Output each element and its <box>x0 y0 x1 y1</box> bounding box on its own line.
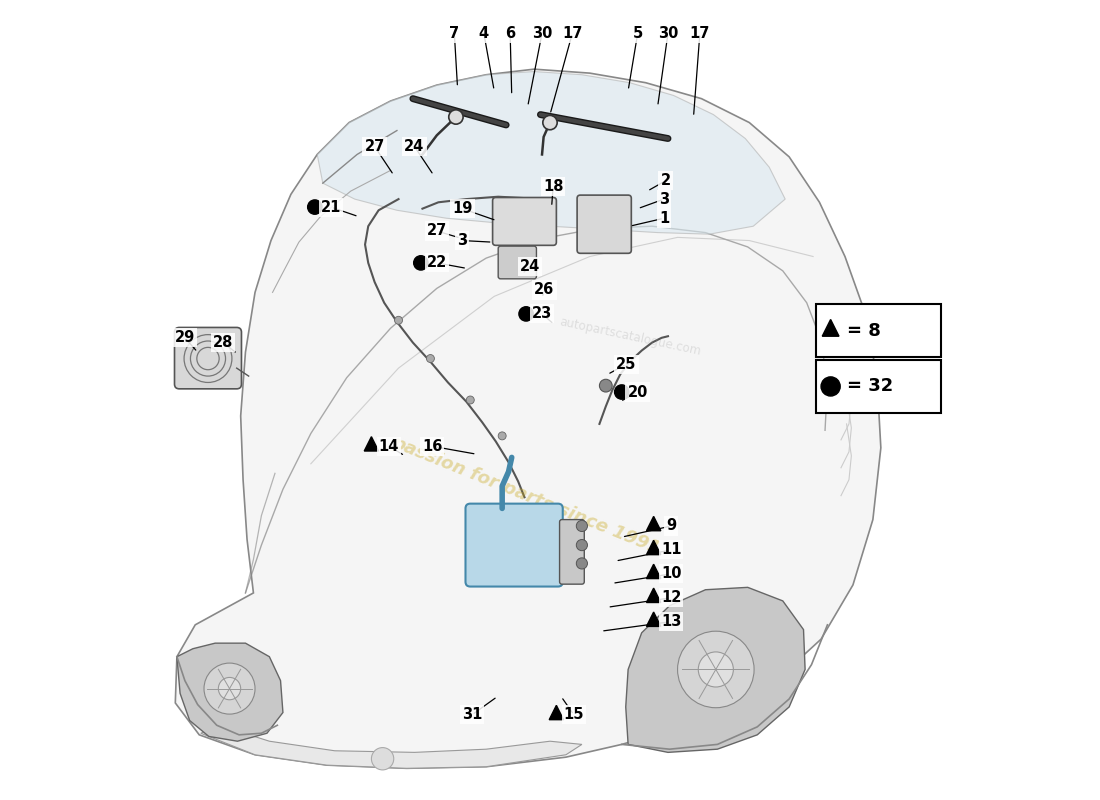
Text: = 8: = 8 <box>847 322 880 340</box>
Text: 31: 31 <box>462 707 482 722</box>
FancyBboxPatch shape <box>465 504 563 586</box>
Polygon shape <box>647 540 661 554</box>
Text: 28: 28 <box>213 335 233 350</box>
Text: 20: 20 <box>627 385 648 399</box>
Text: 26: 26 <box>535 282 554 298</box>
Text: 17: 17 <box>562 26 583 41</box>
FancyBboxPatch shape <box>816 360 940 413</box>
Circle shape <box>542 115 558 130</box>
Text: 3: 3 <box>659 192 669 206</box>
Text: autopartscatalogue.com: autopartscatalogue.com <box>558 315 702 358</box>
Circle shape <box>576 539 587 550</box>
Text: 4: 4 <box>478 26 488 41</box>
Polygon shape <box>175 69 881 768</box>
Text: 13: 13 <box>661 614 681 629</box>
Circle shape <box>576 520 587 531</box>
Text: 6: 6 <box>505 26 515 41</box>
Text: 9: 9 <box>667 518 676 534</box>
FancyBboxPatch shape <box>560 519 584 584</box>
Text: 12: 12 <box>661 590 681 606</box>
Circle shape <box>698 652 734 687</box>
Text: 24: 24 <box>520 258 540 274</box>
Text: passion for parts since 1991: passion for parts since 1991 <box>389 434 663 558</box>
Polygon shape <box>647 564 661 578</box>
Text: 23: 23 <box>532 306 552 322</box>
Text: 16: 16 <box>421 438 442 454</box>
Text: 7: 7 <box>449 26 460 41</box>
Text: 24: 24 <box>405 139 425 154</box>
Circle shape <box>466 396 474 404</box>
Circle shape <box>204 663 255 714</box>
Text: 27: 27 <box>364 139 385 154</box>
Polygon shape <box>317 71 785 234</box>
Text: 29: 29 <box>175 330 195 346</box>
Circle shape <box>576 558 587 569</box>
Circle shape <box>308 200 322 214</box>
Text: 18: 18 <box>543 179 563 194</box>
Text: 27: 27 <box>427 223 447 238</box>
Text: 25: 25 <box>616 357 637 372</box>
Polygon shape <box>647 516 661 530</box>
Text: 3: 3 <box>458 233 468 248</box>
Circle shape <box>519 306 534 321</box>
Text: 30: 30 <box>658 26 679 41</box>
Polygon shape <box>364 437 378 451</box>
Text: 21: 21 <box>320 199 341 214</box>
Text: 22: 22 <box>427 255 447 270</box>
FancyBboxPatch shape <box>498 246 537 279</box>
Circle shape <box>600 379 613 392</box>
Polygon shape <box>647 588 661 602</box>
Polygon shape <box>177 643 283 742</box>
Circle shape <box>449 110 463 124</box>
Circle shape <box>615 385 629 399</box>
Circle shape <box>414 256 428 270</box>
Circle shape <box>821 377 840 396</box>
Text: = 32: = 32 <box>847 378 893 395</box>
FancyBboxPatch shape <box>816 304 940 357</box>
Circle shape <box>498 432 506 440</box>
Text: 14: 14 <box>378 438 399 454</box>
Text: 10: 10 <box>661 566 681 582</box>
Text: 1: 1 <box>659 210 669 226</box>
Text: 15: 15 <box>563 707 584 722</box>
Circle shape <box>219 678 241 700</box>
FancyBboxPatch shape <box>175 327 242 389</box>
Polygon shape <box>201 726 582 768</box>
Text: 17: 17 <box>690 26 711 41</box>
Text: 19: 19 <box>452 201 473 216</box>
Polygon shape <box>626 587 805 752</box>
Polygon shape <box>647 612 661 626</box>
Polygon shape <box>549 706 563 720</box>
Circle shape <box>395 316 403 324</box>
Circle shape <box>678 631 755 708</box>
FancyBboxPatch shape <box>493 198 557 246</box>
Text: 5: 5 <box>632 26 642 41</box>
Circle shape <box>427 354 434 362</box>
FancyBboxPatch shape <box>578 195 631 254</box>
Text: 30: 30 <box>531 26 552 41</box>
Circle shape <box>372 747 394 770</box>
Polygon shape <box>823 319 839 336</box>
Text: 2: 2 <box>660 174 671 188</box>
Text: 11: 11 <box>661 542 681 558</box>
